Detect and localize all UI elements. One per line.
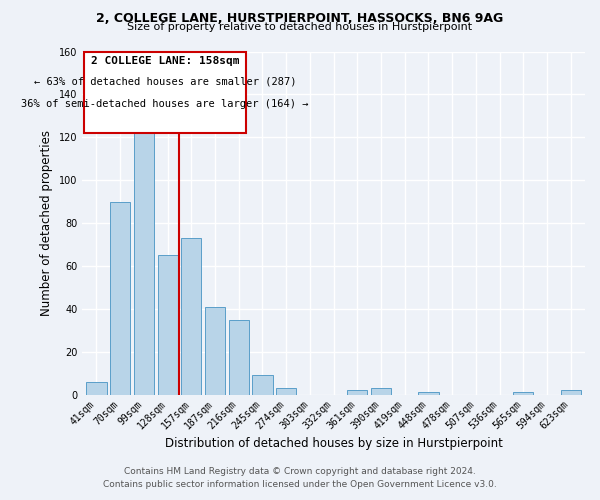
Y-axis label: Number of detached properties: Number of detached properties [40, 130, 53, 316]
Text: 36% of semi-detached houses are larger (164) →: 36% of semi-detached houses are larger (… [21, 100, 309, 110]
Bar [110, 202, 130, 394]
FancyBboxPatch shape [84, 52, 246, 133]
Bar [134, 118, 154, 394]
Bar [560, 390, 581, 394]
Bar [86, 382, 107, 394]
Text: Contains HM Land Registry data © Crown copyright and database right 2024.
Contai: Contains HM Land Registry data © Crown c… [103, 467, 497, 489]
Text: Size of property relative to detached houses in Hurstpierpoint: Size of property relative to detached ho… [127, 22, 473, 32]
Bar [513, 392, 533, 394]
Bar [253, 376, 272, 394]
Bar [229, 320, 249, 394]
Bar [347, 390, 367, 394]
Text: 2 COLLEGE LANE: 158sqm: 2 COLLEGE LANE: 158sqm [91, 56, 239, 66]
Bar [276, 388, 296, 394]
Bar [158, 255, 178, 394]
X-axis label: Distribution of detached houses by size in Hurstpierpoint: Distribution of detached houses by size … [164, 437, 503, 450]
Bar [418, 392, 439, 394]
Bar [371, 388, 391, 394]
Bar [181, 238, 202, 394]
Text: ← 63% of detached houses are smaller (287): ← 63% of detached houses are smaller (28… [34, 76, 296, 86]
Text: 2, COLLEGE LANE, HURSTPIERPOINT, HASSOCKS, BN6 9AG: 2, COLLEGE LANE, HURSTPIERPOINT, HASSOCK… [97, 12, 503, 26]
Bar [205, 306, 225, 394]
